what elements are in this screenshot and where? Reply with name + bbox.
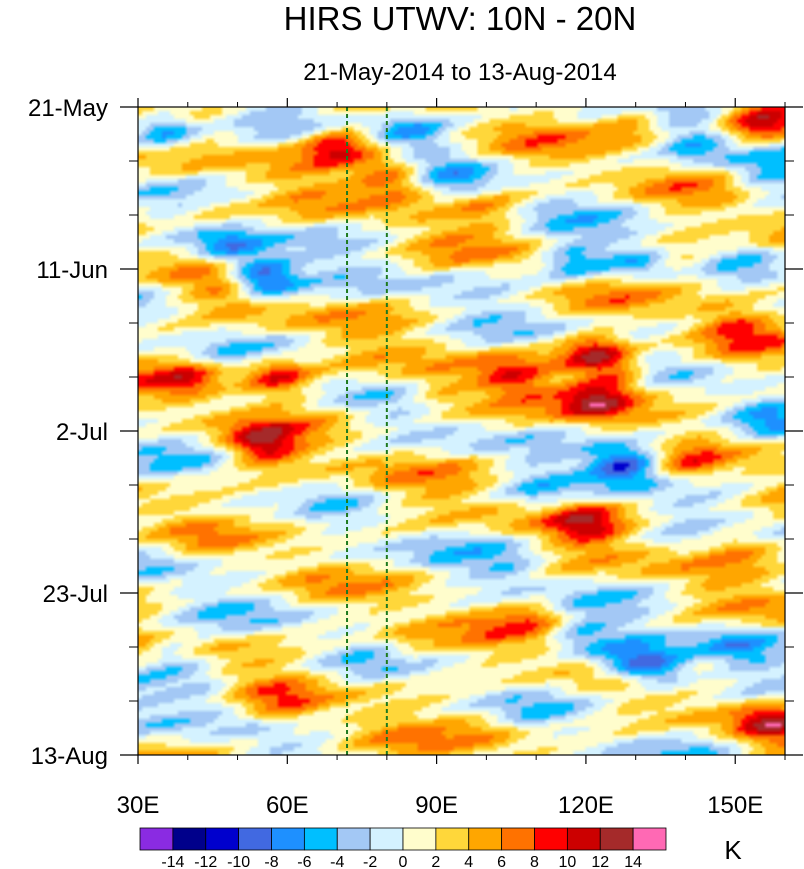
colorbar-label: -14 bbox=[161, 854, 184, 869]
colorbar-swatch bbox=[336, 827, 371, 851]
x-tick-label: 150E bbox=[707, 792, 763, 819]
colorbar-swatch bbox=[205, 827, 240, 851]
colorbar-swatch bbox=[501, 827, 535, 851]
colorbar-swatch bbox=[435, 827, 470, 851]
x-tick-label: 90E bbox=[415, 792, 458, 819]
colorbar-swatch bbox=[599, 827, 634, 851]
colorbar-swatch bbox=[271, 827, 305, 851]
plot-axes: 30E 60E 90E 120E 150E 21-May 11-Jun 2-Jul 23-Jul… bbox=[28, 95, 803, 819]
x-tick-label: 120E bbox=[558, 792, 614, 819]
colorbar-label: -10 bbox=[227, 854, 250, 869]
colorbar-units: K bbox=[724, 835, 742, 865]
colorbar-swatch bbox=[172, 827, 207, 851]
colorbar-label: 8 bbox=[530, 854, 539, 869]
colorbar-swatch bbox=[369, 827, 404, 851]
colorbar-swatch bbox=[402, 827, 437, 851]
colorbar: -14 -12 -10 -8 -6 -4 -2 0 2 4 6 8 10 12 14 bbox=[139, 827, 667, 869]
colorbar-label: 4 bbox=[464, 854, 473, 869]
reference-lines bbox=[346, 107, 388, 755]
colorbar-label: 2 bbox=[431, 854, 440, 869]
x-tick-label: 60E bbox=[266, 792, 309, 819]
colorbar-label: -8 bbox=[264, 854, 278, 869]
y-tick-label: 2-Jul bbox=[56, 419, 108, 446]
colorbar-label: 12 bbox=[591, 854, 609, 869]
y-tick-label: 23-Jul bbox=[43, 581, 108, 608]
colorbar-swatch bbox=[632, 827, 667, 851]
colorbar-label: 10 bbox=[558, 854, 576, 869]
y-tick-label: 11-Jun bbox=[36, 257, 108, 284]
contour-field bbox=[138, 107, 785, 755]
y-tick-label: 21-May bbox=[28, 95, 108, 122]
colorbar-swatch bbox=[238, 827, 272, 851]
colorbar-label: -2 bbox=[363, 854, 377, 869]
colorbar-label: -6 bbox=[297, 854, 311, 869]
chart-title: HIRS UTWV: 10N - 20N bbox=[284, 0, 637, 37]
colorbar-label: 14 bbox=[624, 854, 642, 869]
x-tick-label: 30E bbox=[117, 792, 160, 819]
colorbar-swatch bbox=[303, 827, 338, 851]
chart-subtitle: 21-May-2014 to 13-Aug-2014 bbox=[303, 59, 617, 86]
colorbar-label: 6 bbox=[497, 854, 506, 869]
contour-field-image bbox=[138, 107, 785, 755]
colorbar-swatch bbox=[534, 827, 568, 851]
colorbar-label: 0 bbox=[399, 854, 408, 869]
colorbar-label: -4 bbox=[330, 854, 344, 869]
colorbar-swatch bbox=[566, 827, 601, 851]
colorbar-swatch bbox=[139, 827, 174, 851]
colorbar-swatch bbox=[468, 827, 503, 851]
colorbar-label: -12 bbox=[194, 854, 217, 869]
y-tick-label: 13-Aug bbox=[31, 743, 108, 770]
